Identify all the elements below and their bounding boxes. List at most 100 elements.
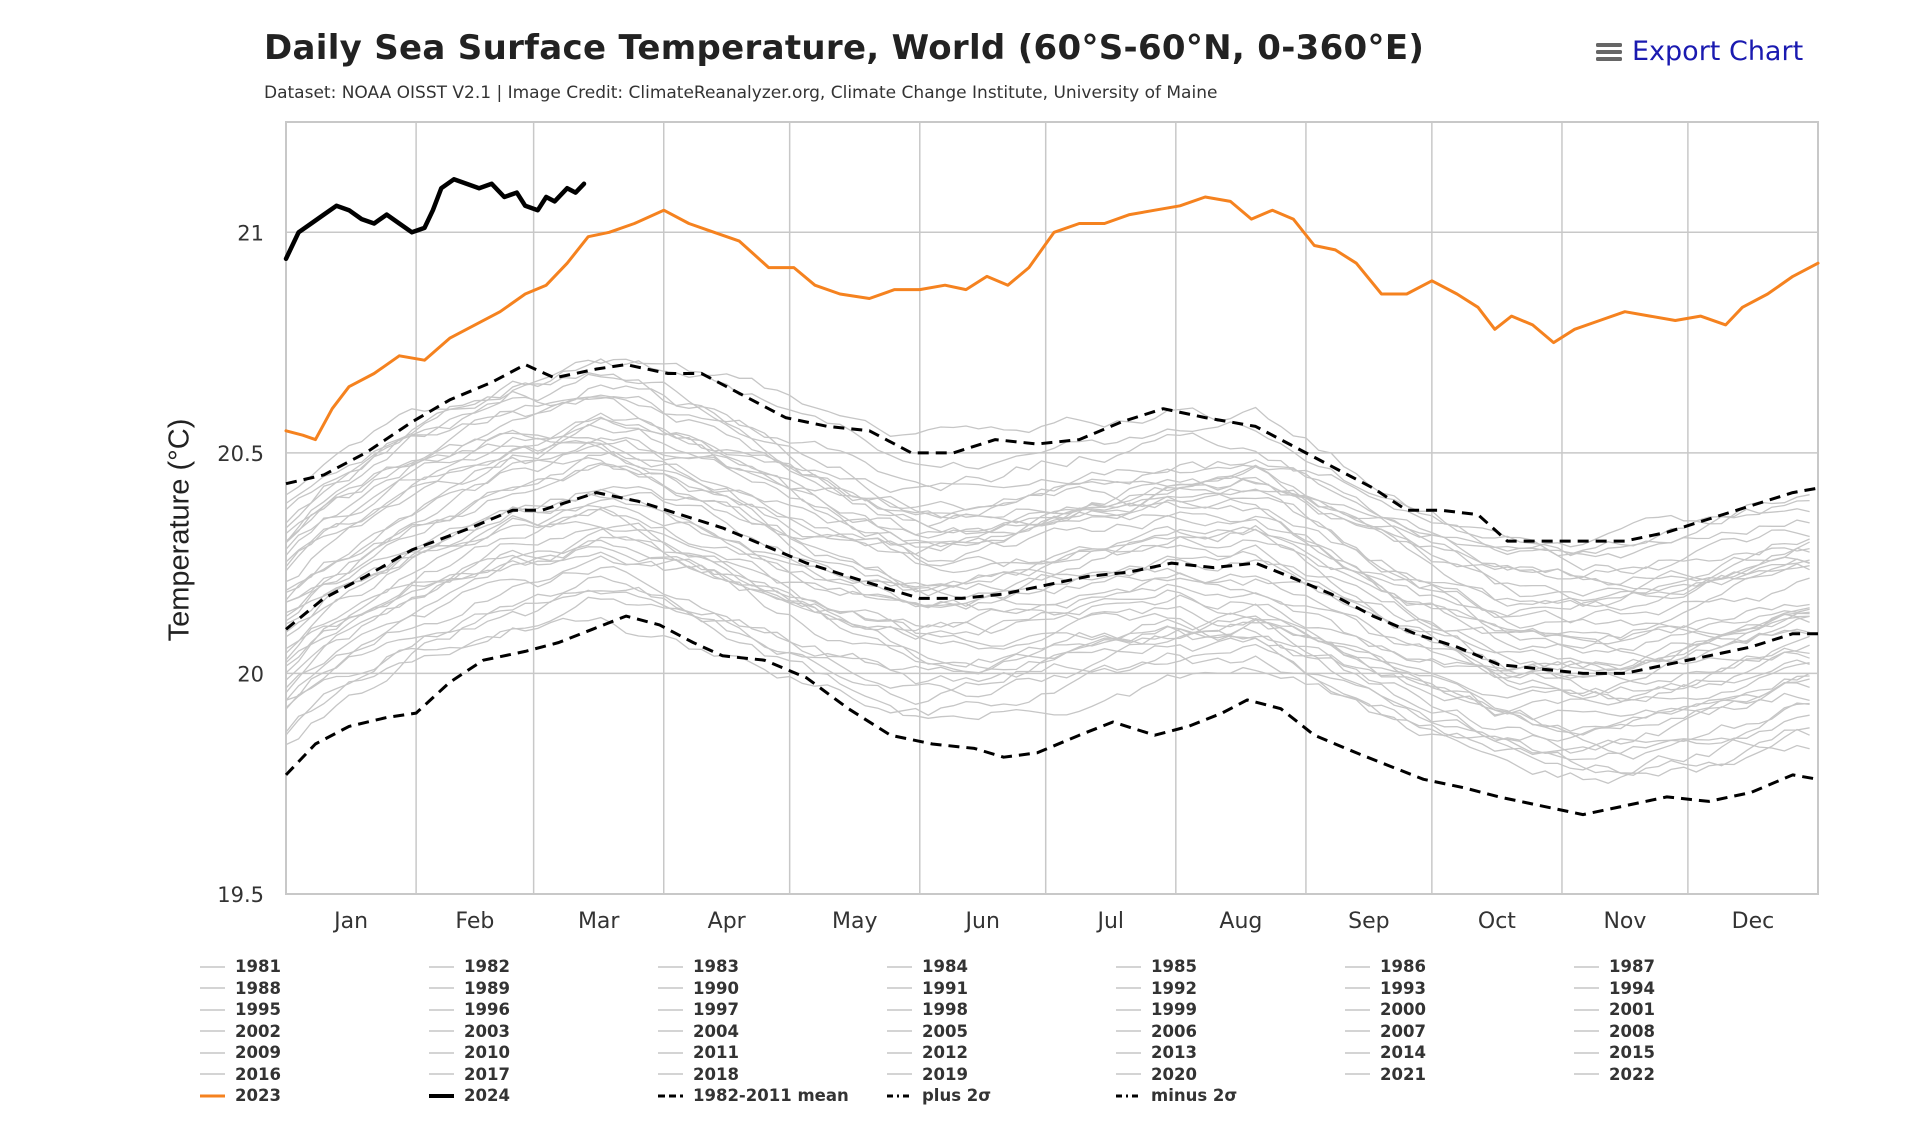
legend-item[interactable]: 2021 (1345, 1064, 1574, 1086)
x-tick-label: Oct (1478, 909, 1516, 934)
legend-swatch (429, 1052, 454, 1054)
legend-item[interactable]: 1990 (658, 978, 887, 1000)
legend-item[interactable]: 2000 (1345, 999, 1574, 1021)
legend-swatch (200, 1030, 225, 1032)
legend-item[interactable]: 2015 (1574, 1042, 1803, 1064)
series-line-2005 (285, 439, 1810, 654)
legend-item[interactable]: 1986 (1345, 956, 1574, 978)
hamburger-menu-icon (1596, 42, 1622, 61)
legend-item[interactable]: 2018 (658, 1064, 887, 1086)
legend-item[interactable]: 2004 (658, 1021, 887, 1043)
legend-item[interactable]: 2013 (1116, 1042, 1345, 1064)
legend-swatch (658, 1052, 683, 1054)
legend-item[interactable]: 2017 (429, 1064, 658, 1086)
legend-swatch (658, 1030, 683, 1032)
legend-item[interactable]: 1987 (1574, 956, 1803, 978)
legend-item[interactable]: 1982 (429, 956, 658, 978)
legend-swatch (200, 1009, 225, 1011)
series-line-2019 (285, 372, 1810, 559)
legend-item[interactable]: 1991 (887, 978, 1116, 1000)
legend-item[interactable]: 2011 (658, 1042, 887, 1064)
legend-swatch (887, 1052, 912, 1054)
legend-item[interactable]: 2007 (1345, 1021, 1574, 1043)
series-line-2007 (285, 462, 1810, 672)
legend-swatch (429, 1030, 454, 1032)
legend-swatch (887, 987, 912, 989)
export-chart-button[interactable]: Export Chart (1596, 36, 1803, 67)
legend-item[interactable]: 1985 (1116, 956, 1345, 978)
legend-item[interactable]: plus 2σ (887, 1085, 1116, 1107)
legend-label: 1998 (922, 1000, 968, 1020)
series-line-2006 (285, 435, 1810, 624)
legend-swatch (1574, 1073, 1599, 1075)
legend-item[interactable]: 1997 (658, 999, 887, 1021)
legend-label: 1981 (235, 957, 281, 977)
legend-item[interactable]: 2002 (200, 1021, 429, 1043)
legend-item[interactable]: 2022 (1574, 1064, 1803, 1086)
legend-item[interactable]: 2006 (1116, 1021, 1345, 1043)
legend-label: 1982-2011 mean (693, 1086, 849, 1106)
legend-label: 2013 (1151, 1043, 1197, 1063)
legend-item[interactable]: 1994 (1574, 978, 1803, 1000)
legend-item[interactable]: 2014 (1345, 1042, 1574, 1064)
y-tick-label: 20.5 (217, 442, 264, 466)
legend-item[interactable]: 1983 (658, 956, 887, 978)
legend-item[interactable]: 1989 (429, 978, 658, 1000)
x-tick-label: Jul (1095, 909, 1124, 934)
series-line-1998 (285, 505, 1810, 679)
legend-item[interactable]: 1998 (887, 999, 1116, 1021)
legend-item[interactable]: 1993 (1345, 978, 1574, 1000)
legend-item[interactable]: 2010 (429, 1042, 658, 1064)
legend-item[interactable]: 2020 (1116, 1064, 1345, 1086)
legend-item[interactable]: 1988 (200, 978, 429, 1000)
legend-label: 2003 (464, 1021, 510, 1041)
x-tick-label: Nov (1603, 909, 1646, 934)
legend-item[interactable]: 2003 (429, 1021, 658, 1043)
series-line-1999 (285, 508, 1810, 700)
legend-item[interactable]: 2019 (887, 1064, 1116, 1086)
legend-item[interactable]: 2023 (200, 1085, 429, 1107)
legend-item[interactable]: 1999 (1116, 999, 1345, 1021)
legend-item[interactable]: 1992 (1116, 978, 1345, 1000)
legend-label: 1982 (464, 957, 510, 977)
legend-swatch (887, 966, 912, 968)
series-line-1982-2011-mean (285, 491, 1818, 675)
legend-label: 1990 (693, 978, 739, 998)
x-tick-label: Aug (1219, 909, 1262, 934)
legend-item[interactable]: 2012 (887, 1042, 1116, 1064)
legend-item[interactable]: minus 2σ (1116, 1085, 1345, 1107)
legend-item[interactable]: 2008 (1574, 1021, 1803, 1043)
legend-item[interactable]: 2005 (887, 1021, 1116, 1043)
legend-swatch (1574, 1009, 1599, 1011)
series-line-1994 (285, 526, 1810, 701)
legend-item[interactable]: 2001 (1574, 999, 1803, 1021)
x-tick-label: May (832, 909, 877, 934)
legend-item[interactable]: 1982-2011 mean (658, 1085, 887, 1107)
legend-item[interactable]: 1981 (200, 956, 429, 978)
legend-swatch (1574, 966, 1599, 968)
series-line-2023 (284, 195, 1820, 442)
legend-item[interactable]: 2016 (200, 1064, 429, 1086)
legend-swatch (200, 987, 225, 989)
legend-swatch (1116, 966, 1141, 968)
legend-item[interactable]: 2009 (200, 1042, 429, 1064)
legend-item[interactable]: 2024 (429, 1085, 658, 1107)
legend-label: 2004 (693, 1021, 739, 1041)
legend-label: 1989 (464, 978, 510, 998)
legend-label: 2006 (1151, 1021, 1197, 1041)
legend-swatch (1574, 987, 1599, 989)
legend-label: 1986 (1380, 957, 1426, 977)
legend-swatch (658, 1094, 683, 1098)
y-tick-label: 19.5 (217, 883, 264, 907)
legend-label: 1992 (1151, 978, 1197, 998)
legend-item[interactable]: 1996 (429, 999, 658, 1021)
legend-swatch (887, 1030, 912, 1032)
legend-label: 2019 (922, 1064, 968, 1084)
legend-swatch (1116, 987, 1141, 989)
legend-label: 2010 (464, 1043, 510, 1063)
series-line-2024 (283, 177, 587, 262)
legend-item[interactable]: 1984 (887, 956, 1116, 978)
legend-swatch (429, 987, 454, 989)
legend-item[interactable]: 1995 (200, 999, 429, 1021)
